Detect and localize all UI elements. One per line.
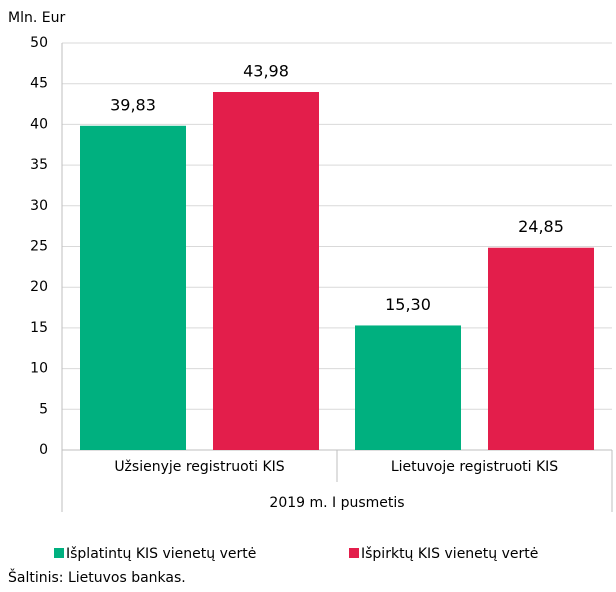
legend-label: Išpirktų KIS vienetų vertė bbox=[361, 546, 538, 562]
bar bbox=[80, 125, 186, 450]
y-tick-label: 35 bbox=[30, 157, 48, 173]
legend-label: Išplatintų KIS vienetų vertė bbox=[66, 546, 256, 562]
y-tick-label: 50 bbox=[30, 35, 48, 51]
y-tick-label: 40 bbox=[30, 116, 48, 132]
y-tick-label: 0 bbox=[39, 442, 48, 458]
y-tick-label: 45 bbox=[30, 76, 48, 92]
legend-swatch bbox=[54, 548, 64, 558]
legend-swatch bbox=[349, 548, 359, 558]
y-tick-label: 15 bbox=[30, 320, 48, 336]
bar bbox=[213, 92, 319, 450]
bar bbox=[355, 325, 461, 450]
source-note: Šaltinis: Lietuvos bankas. bbox=[8, 568, 186, 586]
value-label: 39,83 bbox=[110, 95, 156, 114]
value-label: 15,30 bbox=[385, 295, 431, 314]
bar bbox=[488, 247, 594, 450]
x-tick-label: Lietuvoje registruoti KIS bbox=[391, 459, 558, 475]
y-tick-label: 10 bbox=[30, 361, 48, 377]
value-label: 24,85 bbox=[518, 217, 564, 236]
x-tick-label: Užsienyje registruoti KIS bbox=[114, 459, 284, 475]
y-tick-label: 30 bbox=[30, 198, 48, 214]
value-label: 43,98 bbox=[243, 62, 289, 81]
group-label: 2019 m. I pusmetis bbox=[269, 495, 404, 511]
y-tick-label: 5 bbox=[39, 401, 48, 417]
y-axis-label: Mln. Eur bbox=[8, 10, 65, 26]
y-tick-label: 25 bbox=[30, 239, 48, 255]
y-tick-label: 20 bbox=[30, 279, 48, 295]
